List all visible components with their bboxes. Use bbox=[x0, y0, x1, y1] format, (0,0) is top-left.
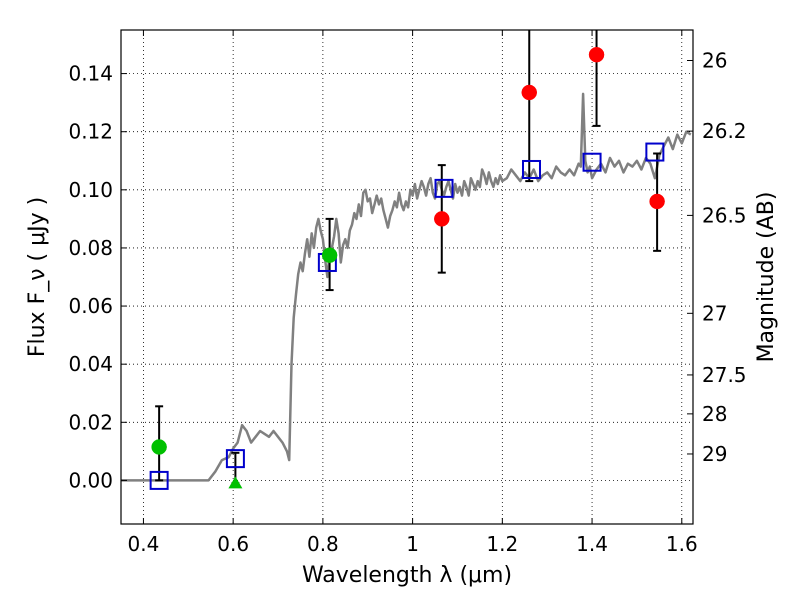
x-tick-label: 1.6 bbox=[666, 532, 698, 556]
model-photometry-square bbox=[582, 152, 602, 172]
data-point-circle bbox=[588, 46, 605, 63]
y-tick-label: 0.06 bbox=[68, 294, 113, 318]
data-markers-layer bbox=[149, 30, 665, 490]
y-tick-label: 0.12 bbox=[68, 120, 113, 144]
y-axis-label: Flux F_ν ( μJy ) bbox=[25, 197, 50, 357]
mag-tick-label: 28 bbox=[702, 402, 727, 426]
model-photometry-square bbox=[225, 449, 245, 469]
y-tick-label: 0.00 bbox=[68, 468, 113, 492]
mag-tick-label: 26.5 bbox=[702, 203, 747, 227]
y-tick-label: 0.08 bbox=[68, 236, 113, 260]
x-tick-label: 1.4 bbox=[576, 532, 608, 556]
model-sed-line bbox=[121, 92, 692, 482]
x-tick-label: 0.4 bbox=[128, 532, 160, 556]
x-tick-label: 0.8 bbox=[307, 532, 339, 556]
model-photometry-square bbox=[645, 142, 665, 162]
model-photometry-square bbox=[434, 178, 454, 198]
x-tick-label: 1 bbox=[406, 532, 419, 556]
y-tick-label: 0.14 bbox=[68, 62, 113, 86]
data-point-circle bbox=[434, 211, 450, 227]
data-point-circle bbox=[649, 193, 665, 210]
data-point-circle bbox=[321, 247, 338, 263]
axis-ticks: 0.4 0.6 0.8 1 1.2 1.4 1.6 0.00 0.02 0.04 0.06 0.08 0… bbox=[68, 30, 747, 556]
y-tick-label: 0.02 bbox=[68, 410, 113, 434]
y-tick-label: 0.04 bbox=[68, 352, 113, 376]
model-sed-layer bbox=[121, 92, 692, 482]
plot-area bbox=[121, 30, 692, 490]
data-point-circle bbox=[521, 84, 538, 101]
upper-limit-triangle bbox=[228, 476, 243, 489]
mag-tick-label: 27 bbox=[702, 301, 727, 325]
grid-lines bbox=[121, 30, 693, 524]
x-tick-label: 1.2 bbox=[486, 532, 518, 556]
model-photometry-square bbox=[149, 470, 169, 490]
mag-tick-label: 27.5 bbox=[702, 363, 747, 387]
x-axis-label: Wavelength λ (μm) bbox=[302, 563, 512, 588]
y-tick-label: 0.10 bbox=[68, 178, 113, 202]
right-axis-label: Magnitude (AB) bbox=[754, 192, 779, 363]
mag-tick-label: 26 bbox=[702, 49, 727, 73]
mag-tick-label: 29 bbox=[702, 442, 727, 466]
mag-tick-label: 26.2 bbox=[702, 119, 747, 143]
data-point-circle bbox=[151, 439, 167, 455]
plot-frame bbox=[120, 29, 694, 525]
x-tick-label: 0.6 bbox=[217, 532, 249, 556]
model-photometry-square bbox=[521, 159, 541, 179]
